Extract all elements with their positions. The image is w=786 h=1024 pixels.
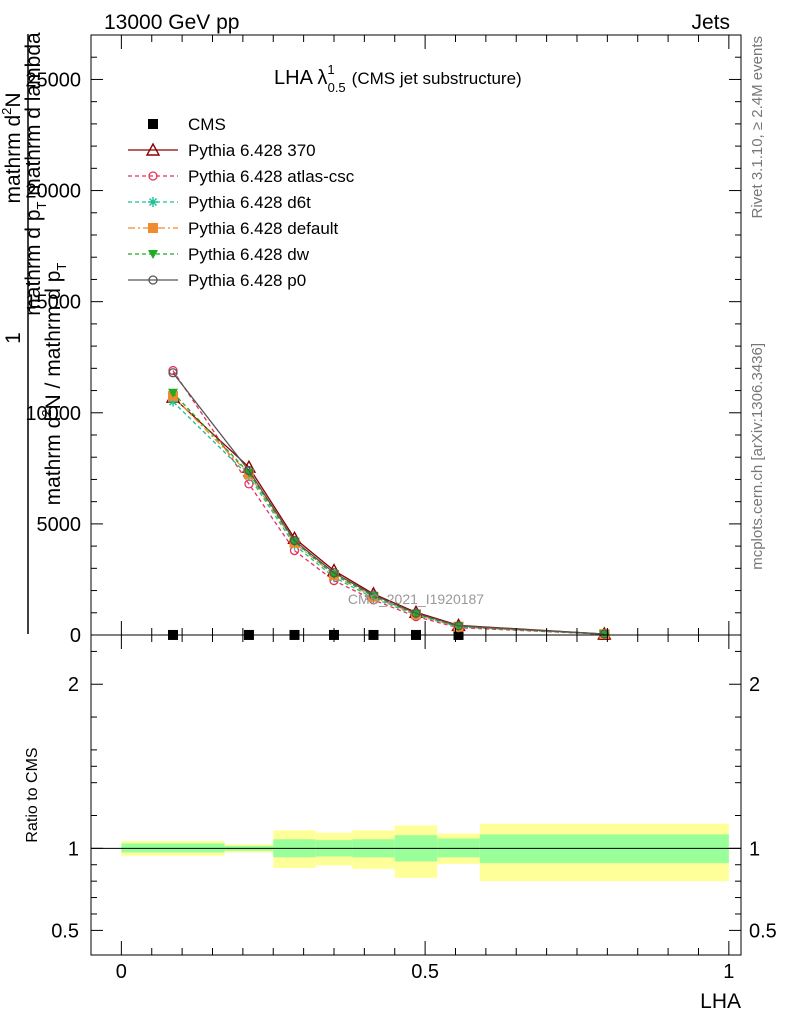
main-y-ticks: 0 5000 10000 15000 20000 25000 <box>25 56 741 647</box>
legend-entry: Pythia 6.428 370 <box>128 141 316 160</box>
y-label-line1: mathrm d2N <box>0 92 25 203</box>
plot-title-sub: 0.5 <box>328 80 346 95</box>
ratio-y-tick-label: 1 <box>68 838 79 860</box>
y-label-line1-b: N <box>2 92 25 107</box>
main-y-label: 1 mathrm d2N mathrm d pT mathrm d lambda… <box>0 32 69 634</box>
legend-entry: Pythia 6.428 d6t <box>128 193 311 212</box>
legend-entry: CMS <box>148 115 226 134</box>
data-point <box>368 590 379 600</box>
legend-label: Pythia 6.428 default <box>188 219 339 238</box>
y-label-line2-sub: T <box>34 201 49 209</box>
data-point <box>411 608 421 618</box>
main-y-tick-label: 5000 <box>37 514 82 536</box>
main-y-tick-label: 25000 <box>25 69 81 91</box>
series-line <box>172 370 605 635</box>
ratio-bands <box>121 823 729 882</box>
data-point <box>329 568 339 578</box>
legend-label: Pythia 6.428 atlas-csc <box>188 167 355 186</box>
legend-label: Pythia 6.428 370 <box>188 141 316 160</box>
legend: CMS Pythia 6.428 370 Pythia 6.428 atlas-cs… <box>128 115 355 290</box>
x-axis-label: LHA <box>700 990 741 1013</box>
series-line <box>172 372 605 635</box>
y-label-den-b: N / mathrm d p <box>42 271 65 410</box>
y-label-den-sub: T <box>54 263 69 271</box>
ratio-y-tick-label-right: 2 <box>749 674 760 696</box>
x-tick-label: 1 <box>723 961 734 983</box>
main-y-tick-label: 0 <box>70 625 81 647</box>
plot-title: LHA λ1 0.5 (CMS jet substructure) <box>274 62 522 95</box>
ratio-y-tick-label: 2 <box>68 674 79 696</box>
main-plot: 0 5000 10000 15000 20000 25000 CMS_2021_I1920… <box>0 32 742 647</box>
energy-label: 13000 GeV pp <box>104 11 239 34</box>
x-ticks: 0 0.5 1 <box>116 35 734 983</box>
main-y-tick-label: 10000 <box>25 403 81 425</box>
legend-entry: Pythia 6.428 atlas-csc <box>128 167 355 186</box>
ratio-y-tick-label: 0.5 <box>51 920 79 942</box>
legend-marker <box>148 223 158 233</box>
legend-marker <box>148 171 158 181</box>
legend-entry: Pythia 6.428 p0 <box>128 271 306 290</box>
legend-marker <box>148 119 158 129</box>
ratio-plot-frame <box>90 634 742 956</box>
mcplots-label: mcplots.cern.ch [arXiv:1306.3436] <box>749 343 766 570</box>
data-point <box>453 621 464 631</box>
x-tick-label: 0.5 <box>411 961 439 983</box>
legend-label: Pythia 6.428 d6t <box>188 193 311 212</box>
legend-entry: Pythia 6.428 default <box>128 219 339 238</box>
plot-title-sup: 1 <box>327 62 334 77</box>
y-label-line2-b: mathrm d lambda <box>22 32 45 202</box>
rivet-label: Rivet 3.1.10, ≥ 2.4M events <box>749 36 766 219</box>
y-label-den-a: mathrm d <box>42 417 65 506</box>
watermark: CMS_2021_I1920187 <box>348 591 484 607</box>
legend-label: CMS <box>188 115 226 134</box>
legend-marker <box>148 197 158 207</box>
y-label-line1-sup: 2 <box>0 108 14 115</box>
data-point <box>168 396 179 407</box>
ratio-plot: 0.5 0.51 12 2 0 0.5 1 Ratio to CMS LHA <box>24 35 777 1013</box>
data-point <box>289 535 300 546</box>
process-label: Jets <box>691 11 730 34</box>
data-point <box>368 592 379 602</box>
legend-entry: Pythia 6.428 dw <box>128 245 310 264</box>
data-point <box>168 388 179 398</box>
legend-marker <box>148 250 158 259</box>
x-tick-label: 0 <box>116 961 127 983</box>
legend-label: Pythia 6.428 p0 <box>188 271 306 290</box>
main-series <box>165 365 612 640</box>
y-label-den-sup: 2 <box>39 409 54 416</box>
main-y-tick-label: 20000 <box>25 181 81 203</box>
series-6 <box>168 368 609 639</box>
data-point <box>328 570 339 580</box>
legend-marker <box>145 142 161 156</box>
y-label-numerator: 1 <box>2 332 25 344</box>
ratio-y-tick-label-right: 0.5 <box>749 920 777 942</box>
y-label-line1-a: mathrm d <box>2 115 25 204</box>
data-point <box>243 468 254 478</box>
y-label-denominator: mathrm d2N / mathrm d pT <box>39 263 69 506</box>
plot-title-tail: (CMS jet substructure) <box>352 69 522 88</box>
legend-marker <box>148 275 158 285</box>
legend-label: Pythia 6.428 dw <box>188 245 310 264</box>
ratio-y-ticks: 0.5 0.5 1 1 2 2 <box>51 650 777 942</box>
plot-title-main: LHA λ <box>274 67 327 89</box>
data-point <box>244 465 254 476</box>
main-y-tick-label: 15000 <box>25 292 81 314</box>
ratio-y-label: Ratio to CMS <box>24 747 41 842</box>
ratio-y-tick-label-right: 1 <box>749 838 760 860</box>
data-point <box>599 629 609 639</box>
data-point <box>168 368 178 378</box>
data-point <box>289 537 300 547</box>
